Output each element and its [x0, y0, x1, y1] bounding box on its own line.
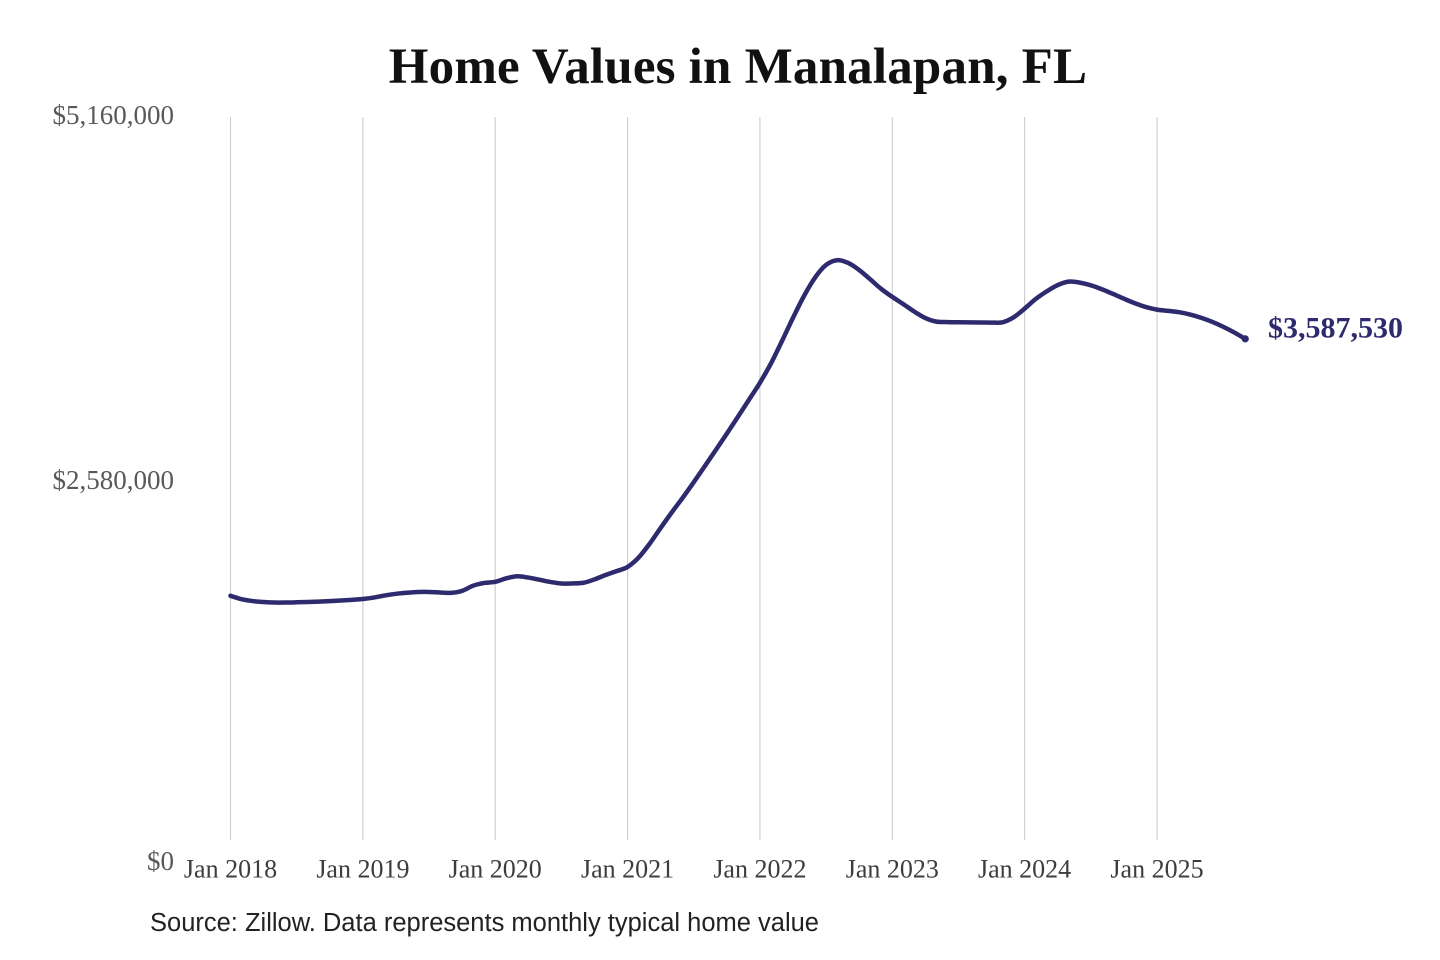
svg-text:$2,580,000: $2,580,000	[53, 465, 175, 495]
svg-text:Jan 2020: Jan 2020	[449, 855, 542, 884]
svg-text:$3,587,530: $3,587,530	[1268, 312, 1403, 345]
svg-text:$5,160,000: $5,160,000	[53, 100, 175, 130]
svg-text:Jan 2025: Jan 2025	[1110, 855, 1203, 884]
svg-text:Jan 2019: Jan 2019	[316, 855, 409, 884]
svg-text:Jan 2022: Jan 2022	[713, 855, 806, 884]
svg-text:Jan 2021: Jan 2021	[581, 855, 674, 884]
svg-text:Jan 2024: Jan 2024	[978, 855, 1071, 884]
svg-text:Jan 2023: Jan 2023	[846, 855, 939, 884]
svg-text:$0: $0	[147, 846, 174, 876]
svg-text:Jan 2018: Jan 2018	[184, 855, 277, 884]
